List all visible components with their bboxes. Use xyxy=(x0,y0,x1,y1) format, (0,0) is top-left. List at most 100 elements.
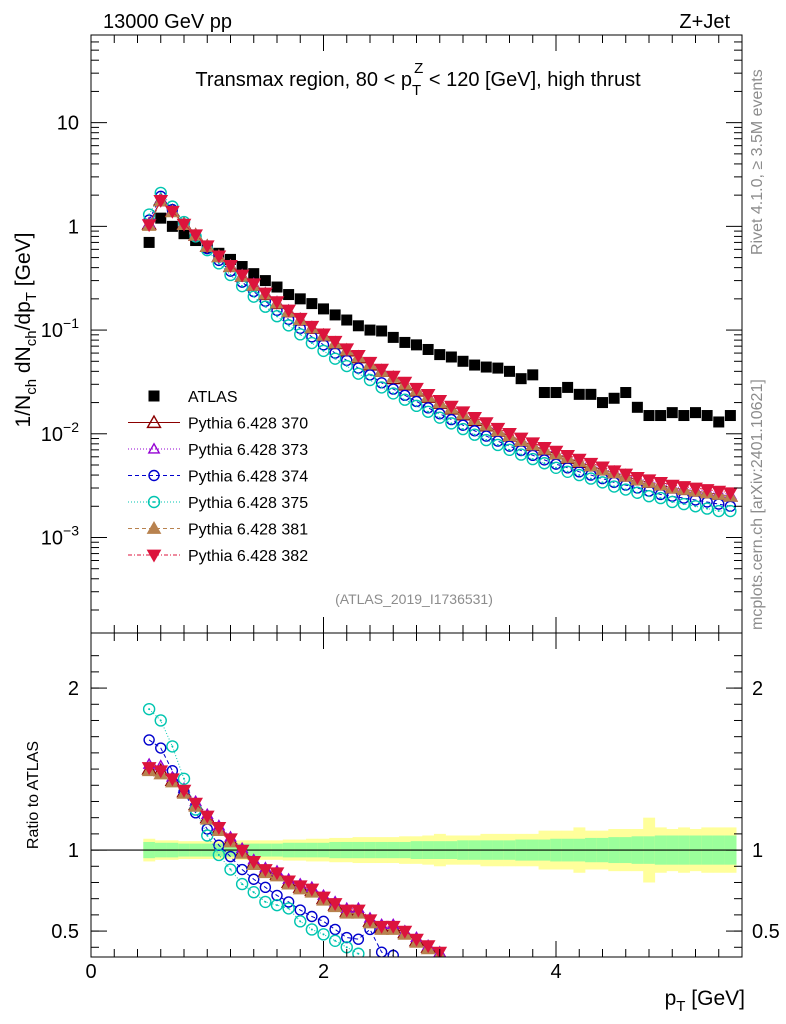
data-point xyxy=(607,480,621,493)
ratio-point xyxy=(188,797,203,811)
y-tick-base: 10 xyxy=(41,527,63,549)
ratio-point xyxy=(281,875,296,889)
data-point xyxy=(304,320,320,334)
data-point xyxy=(548,445,564,459)
series-atlas xyxy=(143,212,736,428)
data-point xyxy=(514,448,528,461)
data-point xyxy=(711,485,727,499)
ratio-point xyxy=(271,889,283,902)
data-point xyxy=(340,359,353,373)
data-point xyxy=(631,401,643,413)
data-point xyxy=(492,362,504,374)
ratio-point xyxy=(294,915,307,928)
data-point xyxy=(374,363,389,377)
legend-marker xyxy=(148,390,160,402)
main-frame xyxy=(90,34,743,634)
data-point xyxy=(654,491,667,505)
series-pythia-6-428-375 xyxy=(142,186,737,518)
data-point xyxy=(270,310,284,323)
y-axis-label-d: [GeV] xyxy=(12,233,35,293)
data-point xyxy=(701,410,713,422)
data-point xyxy=(339,343,355,357)
data-point xyxy=(490,422,506,436)
ratio-point xyxy=(176,784,192,798)
data-point xyxy=(282,319,295,332)
data-point xyxy=(376,325,388,337)
legend-label: Pythia 6.428 374 xyxy=(188,469,308,486)
data-point xyxy=(642,490,656,503)
ratio-point xyxy=(327,898,343,912)
x-axis-label-a: p xyxy=(665,987,677,1010)
ratio-y-label: Ratio to ATLAS xyxy=(25,741,42,849)
plot-title-prefix: Transmax region, 80 < p xyxy=(195,69,412,91)
data-point xyxy=(283,289,295,301)
y-tick-base: 10 xyxy=(41,424,63,446)
data-point xyxy=(248,268,260,280)
ratio-point xyxy=(352,947,365,957)
data-point xyxy=(597,397,608,409)
data-point xyxy=(398,393,412,406)
ratio-point xyxy=(154,714,167,727)
ratio-point xyxy=(224,850,237,863)
legend-label: Pythia 6.428 381 xyxy=(188,522,308,539)
ratio-point xyxy=(270,898,284,912)
data-point xyxy=(397,376,413,390)
data-point xyxy=(444,400,459,414)
y-tick-exp: −1 xyxy=(63,315,79,331)
data-point xyxy=(573,468,586,482)
data-point xyxy=(236,261,248,273)
data-point xyxy=(176,218,192,232)
data-point xyxy=(246,278,262,292)
data-point xyxy=(571,453,587,467)
data-point xyxy=(526,452,539,466)
data-point xyxy=(527,369,539,381)
data-point xyxy=(641,474,657,488)
data-point xyxy=(678,410,690,422)
data-point xyxy=(385,370,401,384)
mcplots-label: mcplots.cern.ch [arXiv:2401.10621] xyxy=(749,379,766,630)
data-point xyxy=(421,405,435,418)
data-point xyxy=(316,328,331,342)
ratio-point xyxy=(306,910,318,923)
legend: ATLAS Pythia 6.428 370 Pythia 6.428 373 Pyt… xyxy=(128,389,308,565)
data-point xyxy=(676,481,692,495)
data-point xyxy=(618,468,634,482)
ratio-point xyxy=(235,877,249,891)
data-point xyxy=(689,500,702,513)
ratio-point xyxy=(329,923,341,936)
ratio-point xyxy=(201,829,214,842)
rivet-label: Rivet 4.1.0, ≥ 3.5M events xyxy=(749,69,766,255)
x-axis-label-sub: T xyxy=(676,998,685,1015)
data-point xyxy=(585,388,597,400)
data-point xyxy=(573,388,585,400)
data-point xyxy=(724,504,737,518)
data-point xyxy=(596,476,609,489)
data-point xyxy=(584,472,598,485)
data-point xyxy=(480,361,492,373)
ratio-point xyxy=(259,895,272,909)
data-point xyxy=(713,416,725,428)
ratio-plot-area xyxy=(91,702,742,957)
data-point xyxy=(364,324,376,336)
legend-entry: ATLAS xyxy=(148,389,238,406)
data-point xyxy=(723,487,738,501)
legend-entry: Pythia 6.428 382 xyxy=(128,548,308,565)
data-point xyxy=(341,314,353,326)
data-point xyxy=(677,497,691,511)
ratio-point xyxy=(316,891,331,905)
data-point xyxy=(247,290,260,303)
ratio-point xyxy=(247,886,260,899)
ratio-point xyxy=(153,765,169,779)
data-point xyxy=(375,381,388,394)
data-point xyxy=(387,331,399,343)
data-point xyxy=(433,411,446,424)
data-point xyxy=(583,457,599,471)
series-pythia-6-428-382 xyxy=(141,195,738,501)
ratio-y-tick-label: 2 xyxy=(68,678,79,700)
data-point xyxy=(327,335,343,349)
data-point xyxy=(328,352,342,365)
legend-label: Pythia 6.428 375 xyxy=(188,495,308,512)
data-point xyxy=(550,387,562,399)
data-point xyxy=(620,387,632,399)
